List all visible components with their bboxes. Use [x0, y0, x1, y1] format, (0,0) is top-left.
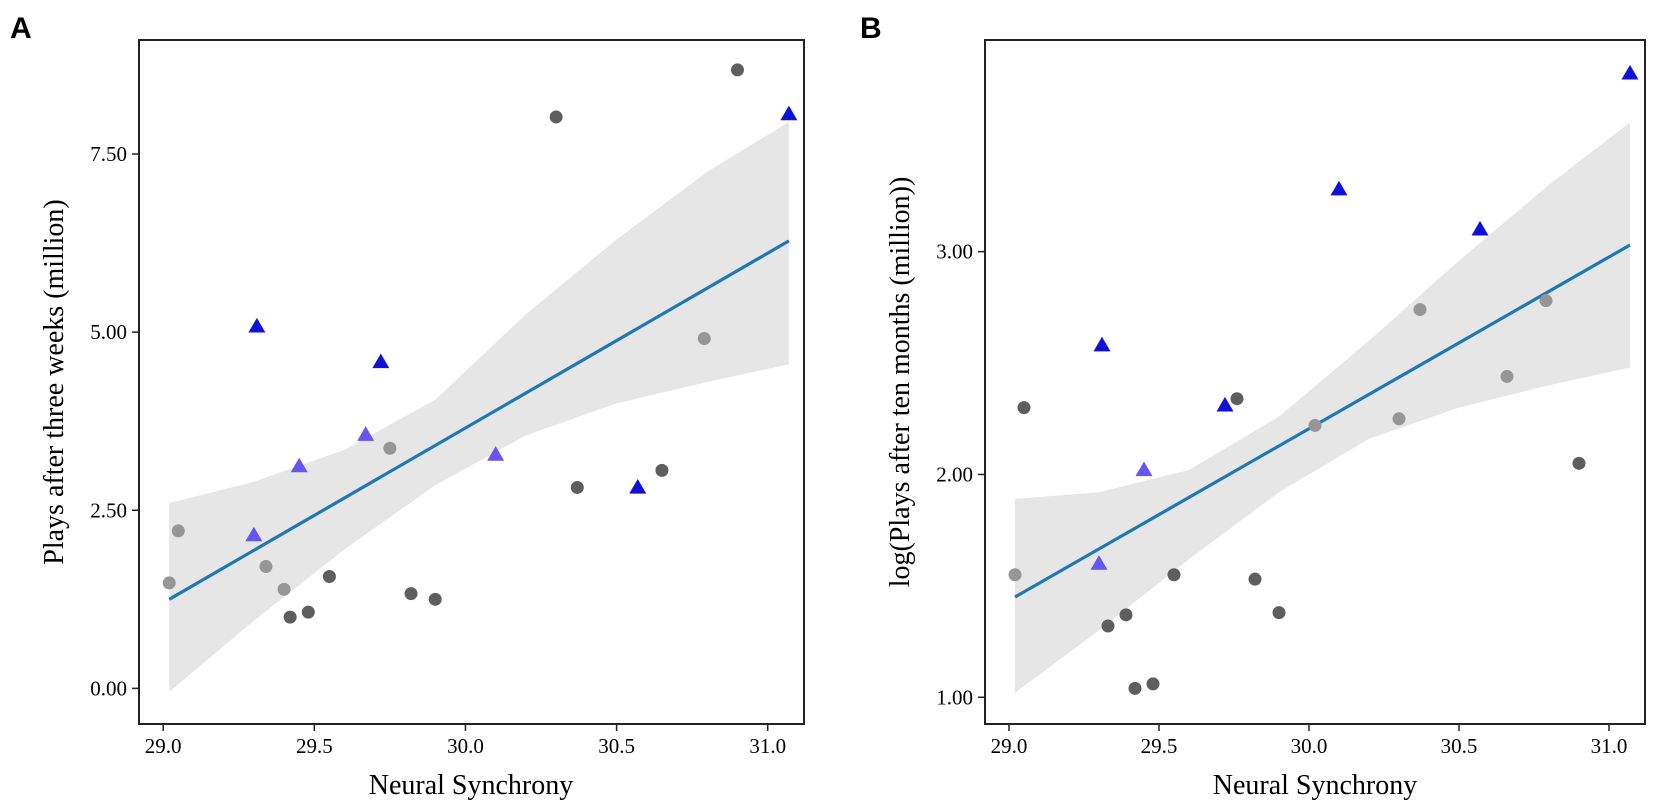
panel-a-fit-line: [168, 239, 790, 601]
panel-b-x-axis-title: Neural Synchrony: [1213, 770, 1418, 801]
data-point-blue-triangle: [1093, 336, 1111, 352]
panel-a-points: [162, 63, 798, 624]
data-point-grey-circle: [383, 441, 397, 455]
x-tick-label: 30.5: [598, 734, 635, 758]
panel-b-y-axis-title: log(Plays after ten months (million)): [885, 177, 916, 588]
data-point-grey-circle: [277, 582, 291, 596]
data-point-blue-triangle: [1471, 220, 1489, 236]
data-point-dark-circle: [1146, 677, 1160, 691]
data-point-dark-circle: [301, 605, 315, 619]
data-point-dark-circle: [570, 480, 584, 494]
x-tick-label: 30.0: [447, 734, 484, 758]
data-point-grey-circle: [171, 524, 185, 538]
y-tick-label: 5.00: [90, 320, 127, 344]
data-point-blue-triangle: [1330, 180, 1348, 196]
data-point-grey-circle: [1008, 568, 1022, 582]
data-point-dark-circle: [428, 592, 442, 606]
x-tick-label: 29.5: [1141, 734, 1178, 758]
panel-a-plot-frame: [138, 39, 805, 725]
data-point-dark-circle: [283, 610, 297, 624]
data-point-dark-circle: [1167, 568, 1181, 582]
panel-b-points: [1008, 64, 1639, 695]
data-point-grey-circle: [697, 332, 711, 346]
x-tick-label: 31.0: [749, 734, 786, 758]
data-point-dark-circle: [404, 587, 418, 601]
data-point-light-blue-triangle: [1090, 555, 1108, 570]
data-point-dark-circle: [1272, 606, 1286, 620]
data-point-blue-triangle: [372, 353, 390, 369]
panel-a-band-area: [169, 121, 789, 692]
data-point-light-blue-triangle: [1135, 461, 1153, 477]
panel-a-y-axis-title: Plays after three weeks (million): [39, 199, 70, 564]
data-point-light-blue-triangle: [290, 457, 308, 473]
data-point-dark-circle: [322, 570, 336, 584]
data-point-dark-circle: [549, 110, 563, 124]
panel-b-y-ticks: 1.00 2.00 3.00: [936, 240, 985, 709]
data-point-grey-circle: [1308, 418, 1322, 432]
panel-b-regression-line: [1014, 243, 1631, 599]
panel-a-x-ticks: 29.0 29.5 30.0 30.5 31.0: [145, 724, 786, 758]
data-point-light-blue-triangle: [245, 526, 263, 542]
data-point-dark-circle: [1248, 572, 1262, 586]
panel-a-letter: A: [10, 12, 32, 45]
y-tick-label: 3.00: [936, 240, 973, 264]
panel-a: A 29.0 29.5 30.0 30.5 31.0 0.002.505.007.50 …: [10, 12, 805, 801]
data-point-blue-triangle: [1621, 64, 1639, 80]
panel-b-fit-line: [1014, 243, 1631, 599]
panel-a-regression-line: [168, 239, 790, 601]
y-tick-label: 2.50: [90, 498, 127, 522]
data-point-dark-circle: [1119, 608, 1133, 622]
x-tick-label: 29.0: [991, 734, 1028, 758]
data-point-blue-triangle: [1216, 396, 1234, 412]
data-point-dark-circle: [1230, 392, 1244, 406]
panel-a-x-axis-title: Neural Synchrony: [369, 770, 574, 801]
y-tick-label: 1.00: [936, 685, 973, 709]
data-point-grey-circle: [1392, 412, 1406, 426]
data-point-light-blue-triangle: [357, 426, 375, 441]
data-point-grey-circle: [162, 576, 176, 590]
y-tick-label: 7.50: [90, 142, 127, 166]
data-point-dark-circle: [1128, 681, 1142, 695]
x-tick-label: 31.0: [1591, 734, 1628, 758]
data-point-dark-circle: [1101, 619, 1115, 633]
panel-b-letter: B: [860, 12, 882, 45]
panel-b-confidence-band: [1015, 122, 1630, 693]
data-point-grey-circle: [1500, 369, 1514, 383]
panel-a-y-ticks: 0.00 2.50 5.00 7.50: [90, 142, 139, 700]
y-tick-label: 0.00: [90, 676, 127, 700]
panel-b: B 29.0 29.5 30.0 30.5 31.0 1.00 2.00 3.00 Neur…: [860, 12, 1646, 801]
data-point-dark-circle: [1572, 456, 1586, 470]
panel-b-band-area: [1015, 122, 1630, 693]
data-point-grey-circle: [1413, 303, 1427, 317]
panel-b-x-ticks: 29.0 29.5 30.0 30.5 31.0: [991, 724, 1628, 758]
data-point-dark-circle: [1017, 401, 1031, 415]
x-tick-label: 29.5: [296, 734, 333, 758]
x-tick-label: 30.5: [1441, 734, 1478, 758]
data-point-light-blue-triangle: [487, 446, 505, 461]
data-point-dark-circle: [731, 63, 744, 77]
data-point-blue-triangle: [780, 105, 798, 121]
data-point-blue-triangle: [629, 478, 647, 494]
data-point-grey-circle: [259, 560, 273, 574]
data-point-dark-circle: [655, 463, 669, 477]
x-tick-label: 30.0: [1291, 734, 1328, 758]
data-point-blue-triangle: [248, 317, 266, 333]
x-tick-label: 29.0: [145, 734, 182, 758]
data-point-grey-circle: [1539, 294, 1553, 308]
panel-a-confidence-band: [169, 121, 789, 692]
panel-b-plot-frame: [984, 39, 1646, 725]
y-tick-label: 2.00: [936, 462, 973, 486]
